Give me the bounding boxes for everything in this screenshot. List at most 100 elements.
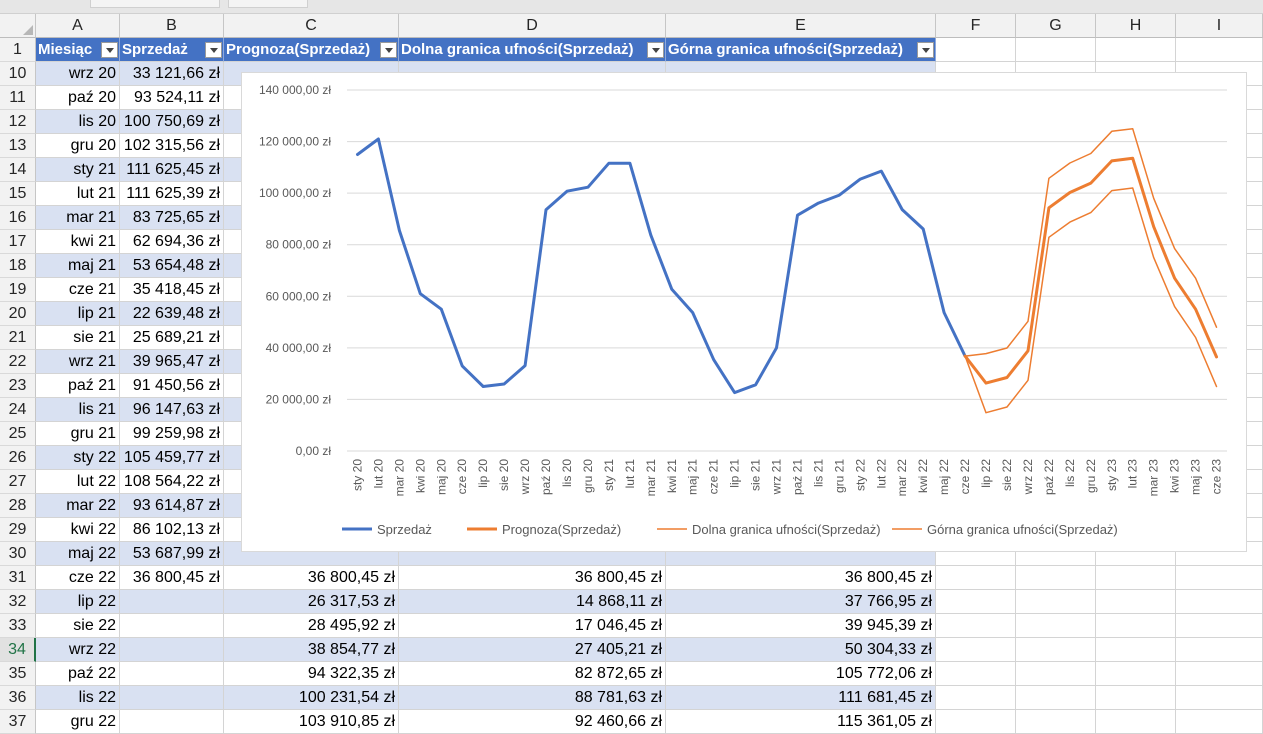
empty-cell[interactable] <box>1016 686 1096 710</box>
upper-bound-cell[interactable]: 50 304,33 zł <box>666 638 936 662</box>
empty-cell[interactable] <box>936 38 1016 62</box>
sales-cell[interactable]: 100 750,69 zł <box>120 110 224 134</box>
month-cell[interactable]: sty 21 <box>36 158 120 182</box>
line-chart[interactable]: 0,00 zł 20 000,00 zł 40 000,00 zł 60 000,00… <box>241 72 1247 552</box>
month-cell[interactable]: lut 21 <box>36 182 120 206</box>
sales-cell[interactable]: 53 687,99 zł <box>120 542 224 566</box>
row-header[interactable]: 34 <box>0 638 36 662</box>
row-header[interactable]: 12 <box>0 110 36 134</box>
row-header[interactable]: 32 <box>0 590 36 614</box>
row-header[interactable]: 22 <box>0 350 36 374</box>
lower-bound-cell[interactable]: 27 405,21 zł <box>399 638 666 662</box>
row-header[interactable]: 35 <box>0 662 36 686</box>
row-header[interactable]: 14 <box>0 158 36 182</box>
forecast-cell[interactable]: 38 854,77 zł <box>224 638 399 662</box>
month-cell[interactable]: paź 21 <box>36 374 120 398</box>
sales-cell[interactable]: 93 614,87 zł <box>120 494 224 518</box>
column-header-a[interactable]: A <box>36 14 120 38</box>
filter-dropdown-button[interactable] <box>647 42 664 58</box>
row-header[interactable]: 21 <box>0 326 36 350</box>
row-header[interactable]: 29 <box>0 518 36 542</box>
month-cell[interactable]: cze 21 <box>36 278 120 302</box>
month-cell[interactable]: gru 21 <box>36 422 120 446</box>
empty-cell[interactable] <box>1096 614 1176 638</box>
empty-cell[interactable] <box>1096 38 1176 62</box>
month-cell[interactable]: kwi 22 <box>36 518 120 542</box>
table-header-cell[interactable]: Dolna granica ufności(Sprzedaż) <box>399 38 666 62</box>
column-header-c[interactable]: C <box>224 14 399 38</box>
column-header-d[interactable]: D <box>399 14 666 38</box>
forecast-cell[interactable]: 26 317,53 zł <box>224 590 399 614</box>
row-header[interactable]: 25 <box>0 422 36 446</box>
column-header-g[interactable]: G <box>1016 14 1096 38</box>
month-cell[interactable]: maj 22 <box>36 542 120 566</box>
empty-cell[interactable] <box>1096 638 1176 662</box>
filter-dropdown-button[interactable] <box>205 42 222 58</box>
row-header[interactable]: 20 <box>0 302 36 326</box>
sales-cell[interactable]: 102 315,56 zł <box>120 134 224 158</box>
month-cell[interactable]: lip 21 <box>36 302 120 326</box>
row-header[interactable]: 15 <box>0 182 36 206</box>
month-cell[interactable]: kwi 21 <box>36 230 120 254</box>
table-header-cell[interactable]: Prognoza(Sprzedaż) <box>224 38 399 62</box>
empty-cell[interactable] <box>1016 566 1096 590</box>
column-header-f[interactable]: F <box>936 14 1016 38</box>
sales-cell[interactable]: 39 965,47 zł <box>120 350 224 374</box>
sales-cell[interactable] <box>120 614 224 638</box>
select-all-button[interactable] <box>0 14 36 38</box>
empty-cell[interactable] <box>1096 686 1176 710</box>
empty-cell[interactable] <box>1176 38 1263 62</box>
row-header[interactable]: 28 <box>0 494 36 518</box>
empty-cell[interactable] <box>936 542 1016 566</box>
row-header[interactable]: 17 <box>0 230 36 254</box>
sales-cell[interactable]: 111 625,39 zł <box>120 182 224 206</box>
sales-cell[interactable] <box>120 590 224 614</box>
empty-cell[interactable] <box>1176 662 1263 686</box>
filter-dropdown-button[interactable] <box>101 42 118 58</box>
row-header[interactable]: 18 <box>0 254 36 278</box>
empty-cell[interactable] <box>1176 614 1263 638</box>
column-header-e[interactable]: E <box>666 14 936 38</box>
table-header-cell[interactable]: Górna granica ufności(Sprzedaż) <box>666 38 936 62</box>
month-cell[interactable]: mar 22 <box>36 494 120 518</box>
month-cell[interactable]: wrz 21 <box>36 350 120 374</box>
column-header-i[interactable]: I <box>1176 14 1263 38</box>
row-header[interactable]: 24 <box>0 398 36 422</box>
row-header[interactable]: 16 <box>0 206 36 230</box>
sales-cell[interactable]: 91 450,56 zł <box>120 374 224 398</box>
month-cell[interactable]: cze 22 <box>36 566 120 590</box>
empty-cell[interactable] <box>936 614 1016 638</box>
upper-bound-cell[interactable]: 36 800,45 zł <box>666 566 936 590</box>
lower-bound-cell[interactable]: 17 046,45 zł <box>399 614 666 638</box>
empty-cell[interactable] <box>1016 38 1096 62</box>
sales-cell[interactable]: 36 800,45 zł <box>120 566 224 590</box>
column-header-b[interactable]: B <box>120 14 224 38</box>
sales-cell[interactable]: 35 418,45 zł <box>120 278 224 302</box>
empty-cell[interactable] <box>936 710 1016 734</box>
sales-cell[interactable] <box>120 686 224 710</box>
month-cell[interactable]: lis 22 <box>36 686 120 710</box>
row-header[interactable]: 10 <box>0 62 36 86</box>
forecast-cell[interactable]: 36 800,45 zł <box>224 566 399 590</box>
sales-cell[interactable]: 86 102,13 zł <box>120 518 224 542</box>
empty-cell[interactable] <box>936 590 1016 614</box>
empty-cell[interactable] <box>1096 590 1176 614</box>
sales-cell[interactable]: 53 654,48 zł <box>120 254 224 278</box>
sales-cell[interactable]: 108 564,22 zł <box>120 470 224 494</box>
empty-cell[interactable] <box>1176 686 1263 710</box>
month-cell[interactable]: gru 20 <box>36 134 120 158</box>
empty-cell[interactable] <box>936 662 1016 686</box>
forecast-cell[interactable]: 94 322,35 zł <box>224 662 399 686</box>
empty-cell[interactable] <box>936 566 1016 590</box>
empty-cell[interactable] <box>936 638 1016 662</box>
empty-cell[interactable] <box>1096 710 1176 734</box>
row-header[interactable]: 37 <box>0 710 36 734</box>
sales-cell[interactable]: 99 259,98 zł <box>120 422 224 446</box>
row-header[interactable]: 13 <box>0 134 36 158</box>
month-cell[interactable]: lis 20 <box>36 110 120 134</box>
row-header[interactable]: 23 <box>0 374 36 398</box>
empty-cell[interactable] <box>1016 710 1096 734</box>
month-cell[interactable]: sty 22 <box>36 446 120 470</box>
empty-cell[interactable] <box>1016 638 1096 662</box>
month-cell[interactable]: paź 22 <box>36 662 120 686</box>
